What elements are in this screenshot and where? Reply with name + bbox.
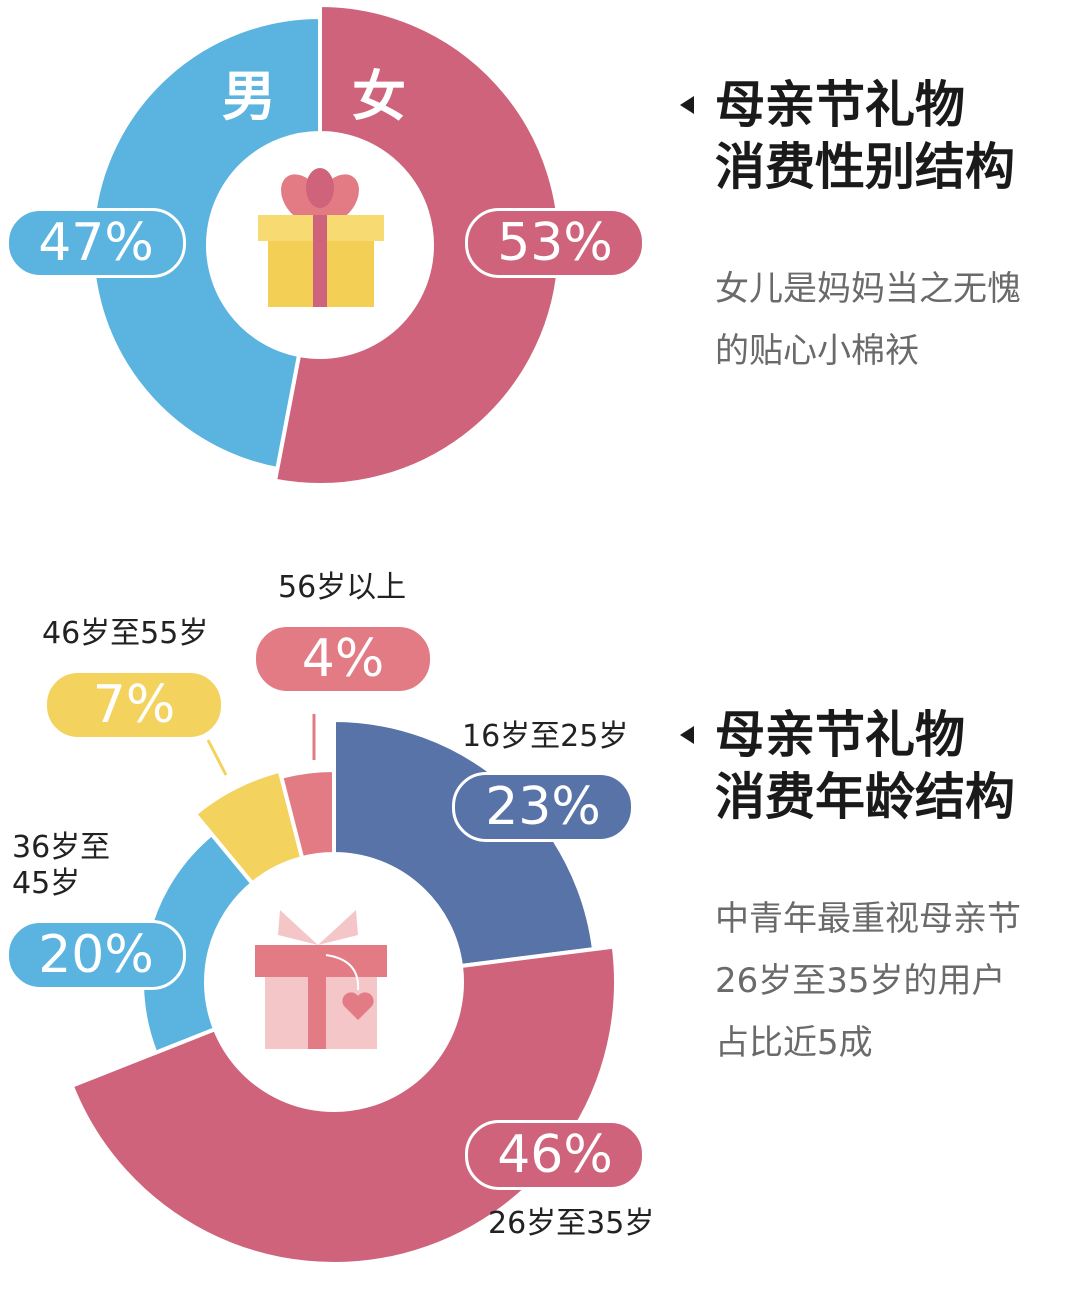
female-percent-badge: 53% xyxy=(465,208,645,278)
gender-note: 女儿是妈妈当之无愧 的贴心小棉袄 xyxy=(715,258,1021,382)
gender-heading-line1: 母亲节礼物 xyxy=(715,76,965,134)
age-note-line2: 26岁至35岁的用户 xyxy=(715,961,1006,1001)
age-note-line1: 中青年最重视母亲节 xyxy=(715,899,1021,939)
age-heading-line2: 消费年龄结构 xyxy=(715,768,1015,826)
gender-heading: 母亲节礼物 消费性别结构 xyxy=(715,74,1015,198)
age-heading: 母亲节礼物 消费年龄结构 xyxy=(715,704,1015,828)
age-36-45-label: 36岁至 45岁 xyxy=(12,830,110,902)
age-note-line3: 占比近5成 xyxy=(715,1023,873,1063)
age-heading-line1: 母亲节礼物 xyxy=(715,706,965,764)
age-56-plus-badge: 4% xyxy=(253,624,433,694)
leader-46-55 xyxy=(206,739,228,776)
age-26-35-badge: 46% xyxy=(465,1120,645,1190)
gender-note-line2: 的贴心小棉袄 xyxy=(715,331,919,371)
age-56-plus-label: 56岁以上 xyxy=(278,570,407,605)
age-16-25-badge: 23% xyxy=(452,772,634,842)
age-16-25-label: 16岁至25岁 xyxy=(462,719,629,754)
male-percent-badge: 47% xyxy=(6,208,186,278)
gender-heading-line2: 消费性别结构 xyxy=(715,138,1015,196)
age-note: 中青年最重视母亲节 26岁至35岁的用户 占比近5成 xyxy=(715,888,1021,1074)
female-segment-label: 女 xyxy=(352,65,406,128)
gender-heading-marker-icon xyxy=(680,96,694,114)
gender-note-line1: 女儿是妈妈当之无愧 xyxy=(715,269,1021,309)
male-segment-label: 男 xyxy=(222,65,276,128)
age-46-55-label: 46岁至55岁 xyxy=(42,616,209,651)
gift-heart-icon xyxy=(255,910,387,1049)
age-36-45-badge: 20% xyxy=(6,920,186,990)
gift-box-icon xyxy=(258,168,384,307)
age-heading-marker-icon xyxy=(680,726,694,744)
age-36-45-label-line2: 45岁 xyxy=(12,866,81,901)
age-46-55-badge: 7% xyxy=(44,670,224,740)
age-26-35-label: 26岁至35岁 xyxy=(488,1206,655,1241)
age-36-45-label-line1: 36岁至 xyxy=(12,830,111,865)
